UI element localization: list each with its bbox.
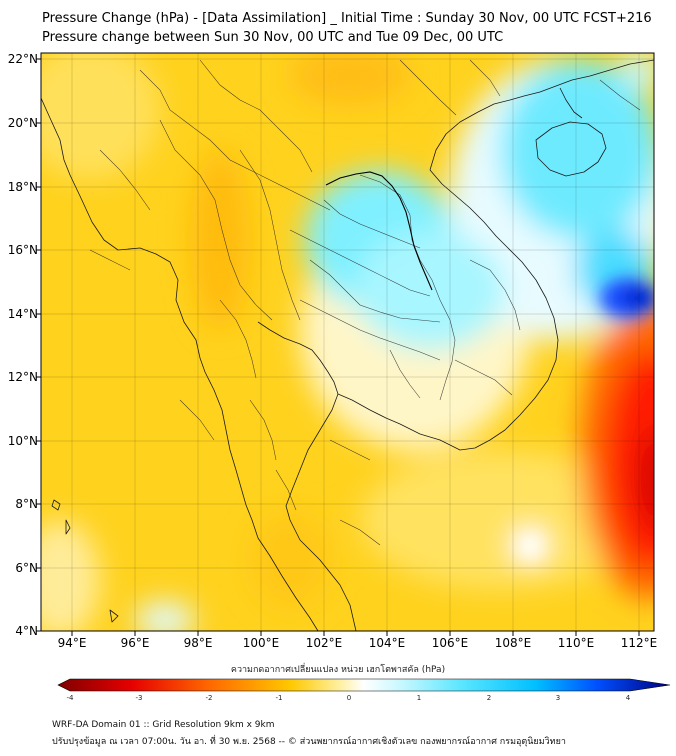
- footer-model-info: WRF-DA Domain 01 :: Grid Resolution 9km …: [52, 720, 275, 730]
- pressure-field: [41, 53, 654, 631]
- colorbar-tick-label: -4: [67, 694, 75, 702]
- lat-tick-label: 22°N: [8, 52, 38, 66]
- lat-tick-label: 20°N: [8, 116, 38, 130]
- lat-tick-label: 18°N: [8, 180, 38, 194]
- lon-tick-label: 94°E: [58, 636, 87, 650]
- map-subtitle: Pressure change between Sun 30 Nov, 00 U…: [42, 30, 504, 45]
- colorbar: -4 -3 -2 -1 0 1 2 3 4: [57, 678, 671, 702]
- colorbar-tick-label: 3: [556, 694, 560, 702]
- lon-tick-label: 110°E: [558, 636, 595, 650]
- map-grid: [41, 53, 654, 631]
- lon-tick-label: 98°E: [184, 636, 213, 650]
- footer-credit: ปรับปรุงข้อมูล ณ เวลา 07:00น. วัน อา. ที…: [52, 737, 566, 747]
- colorbar-tick-label: -2: [206, 694, 213, 702]
- map-title: Pressure Change (hPa) - [Data Assimilati…: [42, 11, 652, 26]
- colorbar-bar: [57, 678, 671, 692]
- province-borders: [89, 59, 641, 546]
- colorbar-tick-label: 0: [347, 694, 351, 702]
- coastlines: [41, 59, 654, 631]
- lat-tick-label: 10°N: [8, 434, 38, 448]
- colorbar-tick-label: -3: [136, 694, 143, 702]
- lon-tick-label: 96°E: [121, 636, 150, 650]
- lon-tick-label: 108°E: [495, 636, 532, 650]
- lon-tick-label: 100°E: [243, 636, 280, 650]
- map-frame: [40, 52, 655, 632]
- colorbar-title: ความกดอากาศเปลี่ยนแปลง หน่วย เฮกโตพาสคัล…: [230, 665, 446, 675]
- lon-tick-label: 102°E: [306, 636, 343, 650]
- lat-tick-label: 12°N: [8, 370, 38, 384]
- longitude-labels: 94°E 96°E 98°E 100°E 102°E 104°E 106°E 1…: [58, 636, 658, 650]
- colorbar-tick-label: -1: [276, 694, 283, 702]
- lon-tick-label: 104°E: [369, 636, 406, 650]
- axis-ticks: [36, 58, 640, 636]
- mekong-border: [325, 171, 433, 291]
- lat-tick-label: 16°N: [8, 243, 38, 257]
- lon-tick-label: 106°E: [432, 636, 469, 650]
- colorbar-tick-label: 2: [487, 694, 491, 702]
- lat-tick-label: 4°N: [15, 624, 38, 638]
- lat-tick-label: 6°N: [15, 561, 38, 575]
- lon-tick-label: 112°E: [621, 636, 658, 650]
- colorbar-tick-label: 4: [626, 694, 631, 702]
- latitude-labels: 22°N 20°N 18°N 16°N 14°N 12°N 10°N 8°N 6…: [8, 52, 38, 638]
- lat-tick-label: 8°N: [15, 497, 38, 511]
- colorbar-tick-label: 1: [417, 694, 421, 702]
- lat-tick-label: 14°N: [8, 307, 38, 321]
